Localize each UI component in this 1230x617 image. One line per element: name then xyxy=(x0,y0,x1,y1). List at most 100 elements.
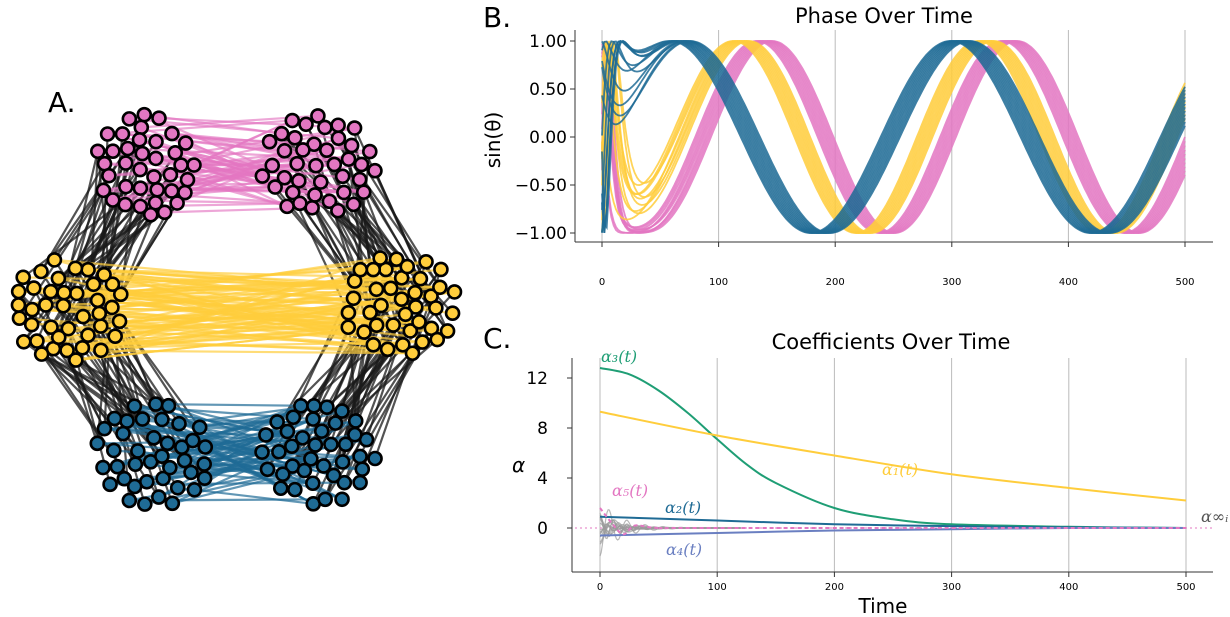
network-node xyxy=(191,419,208,436)
network-node xyxy=(271,444,287,460)
network-node xyxy=(68,285,85,302)
phase-axes: 1.00 0.50 0.00 −0.50 −1.00 0 100 200 300 400 500 xyxy=(515,30,1213,288)
network-node xyxy=(74,340,91,356)
y-axis-label-alpha: α xyxy=(512,453,525,477)
network-edge xyxy=(155,403,314,407)
network-node xyxy=(418,253,434,270)
network-node xyxy=(305,411,321,427)
x-tick-label: 300 xyxy=(942,277,961,288)
network-node xyxy=(336,474,353,491)
coefficient-line-4 xyxy=(599,526,1187,537)
network-node xyxy=(285,409,302,426)
network-node xyxy=(50,270,67,287)
network-node xyxy=(317,119,333,136)
network-node xyxy=(310,108,326,124)
network-edge xyxy=(35,175,110,342)
network-node xyxy=(92,318,109,334)
network-node xyxy=(119,413,135,429)
phase-line-yellow xyxy=(601,40,1186,234)
network-node xyxy=(254,444,270,460)
x-tick-label: 0 xyxy=(597,582,603,593)
network-node xyxy=(121,492,138,509)
network-node xyxy=(367,450,383,467)
network-node xyxy=(340,151,357,167)
network-node xyxy=(273,125,290,142)
x-tick-label: 300 xyxy=(942,582,961,593)
network-node xyxy=(287,481,303,498)
network-node xyxy=(149,182,165,198)
coefficient-lines xyxy=(599,367,1187,557)
network-node xyxy=(104,192,121,208)
network-node xyxy=(414,334,431,350)
network-node xyxy=(121,111,138,127)
network-node xyxy=(294,430,311,446)
network-node xyxy=(290,173,307,189)
network-node xyxy=(23,316,40,333)
network-node xyxy=(109,458,126,475)
network-node xyxy=(429,331,446,348)
phase-line-yellow xyxy=(601,40,1186,234)
network-node xyxy=(133,119,150,136)
network-node xyxy=(93,342,109,359)
y-tick-label: 0.50 xyxy=(529,80,567,100)
network-node xyxy=(89,292,106,309)
network-node xyxy=(334,454,351,470)
network-node xyxy=(85,276,102,293)
network-node xyxy=(126,478,143,495)
network-node xyxy=(261,133,278,150)
network-node xyxy=(95,182,112,199)
network-node xyxy=(399,258,416,275)
network-node xyxy=(293,398,309,414)
label-alpha-inf: α∞ᵢ xyxy=(1201,507,1228,526)
network-node xyxy=(361,143,378,160)
network-node xyxy=(104,299,120,316)
network-node xyxy=(433,261,449,278)
network-edge xyxy=(67,349,413,355)
network-node xyxy=(313,423,330,439)
network-node xyxy=(11,310,28,327)
network-node xyxy=(275,466,291,482)
network-node xyxy=(317,491,333,508)
network-node xyxy=(101,167,117,184)
network-node xyxy=(367,162,383,179)
label-alpha3: α₃(t) xyxy=(601,347,637,366)
y-tick-label: 0 xyxy=(537,519,548,539)
y-tick-label: 1.00 xyxy=(529,32,567,52)
network-node xyxy=(186,157,202,173)
network-node xyxy=(368,317,385,334)
network-node xyxy=(353,156,370,173)
network-edge xyxy=(332,352,414,477)
network-node xyxy=(330,202,346,219)
network-node xyxy=(186,481,203,498)
network-node xyxy=(15,269,31,286)
network-edge xyxy=(87,268,453,315)
x-tick-label: 200 xyxy=(826,277,845,288)
network-node xyxy=(276,169,293,186)
network-node xyxy=(179,171,196,188)
network-node xyxy=(355,184,372,200)
network-node xyxy=(284,438,300,454)
network-node xyxy=(323,436,339,453)
network-node xyxy=(334,168,351,185)
network-node xyxy=(326,156,343,173)
network-node xyxy=(154,411,170,428)
network-edge xyxy=(103,273,413,355)
network-node xyxy=(159,435,176,452)
network-node xyxy=(432,279,448,296)
network-node xyxy=(117,196,134,213)
network-node xyxy=(298,116,314,133)
network-node xyxy=(33,263,49,280)
network-node xyxy=(173,157,189,173)
network-node xyxy=(106,442,122,459)
network-node xyxy=(183,464,199,481)
network-node xyxy=(75,308,91,325)
network-node xyxy=(56,284,72,301)
network-node xyxy=(269,414,285,430)
network-node xyxy=(118,178,134,195)
network-nodes xyxy=(10,106,463,512)
network-node xyxy=(372,250,388,266)
network-node xyxy=(127,456,144,473)
network-node xyxy=(196,456,212,472)
